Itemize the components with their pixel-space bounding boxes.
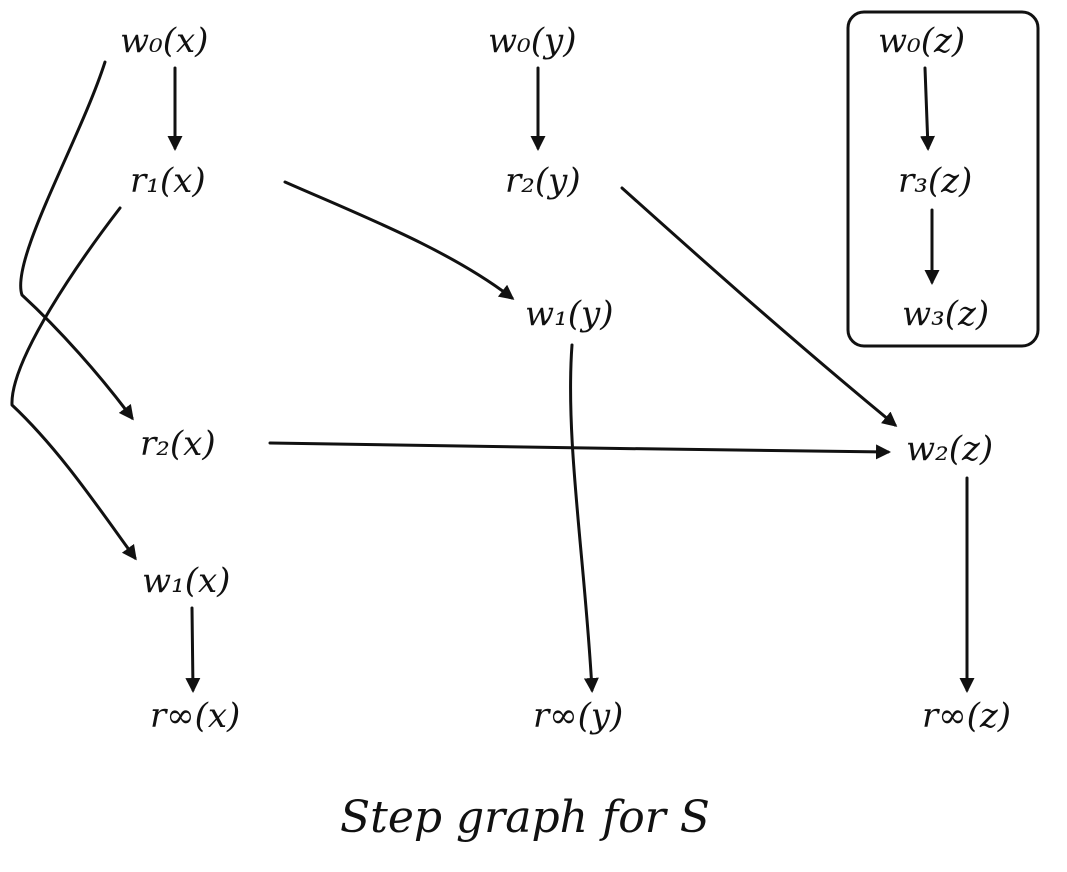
edge-w0x-r2x: [19, 60, 134, 421]
node-r1x: r₁(x): [130, 161, 206, 201]
edge-w1y-rinfy: [569, 343, 599, 693]
node-rinfz: r∞(z): [922, 696, 1011, 736]
node-r3z: r₃(z): [898, 161, 972, 201]
edge-r2y-w2z: [620, 186, 898, 427]
node-w3z: w₃(z): [902, 294, 989, 334]
node-w1x: w₁(x): [142, 561, 230, 601]
edge-w1x-rinfx: [185, 606, 201, 693]
node-r2y: r₂(y): [505, 161, 581, 201]
z-chain-group-box: [846, 10, 1040, 348]
node-r2x: r₂(x): [140, 424, 216, 464]
edges: [10, 60, 975, 693]
diagram-caption: Step graph for S: [340, 792, 710, 843]
node-w2z: w₂(z): [906, 429, 993, 469]
node-w1y: w₁(y): [525, 294, 613, 334]
nodes: w₀(x) w₀(y) w₀(z) r₁(x) r₂(y) r₃(z) w₁(y…: [120, 21, 1011, 736]
node-w0y: w₀(y): [488, 21, 576, 61]
node-rinfy: r∞(y): [533, 696, 623, 736]
node-rinfx: r∞(x): [150, 696, 240, 736]
node-w0z: w₀(z): [878, 21, 965, 61]
edge-r2x-w2z: [268, 441, 891, 460]
edge-w0z-r3z: [920, 66, 936, 151]
edge-r1x-w1x: [10, 206, 137, 561]
edge-r1x-w1y: [283, 180, 515, 300]
node-w0x: w₀(x): [120, 21, 208, 61]
